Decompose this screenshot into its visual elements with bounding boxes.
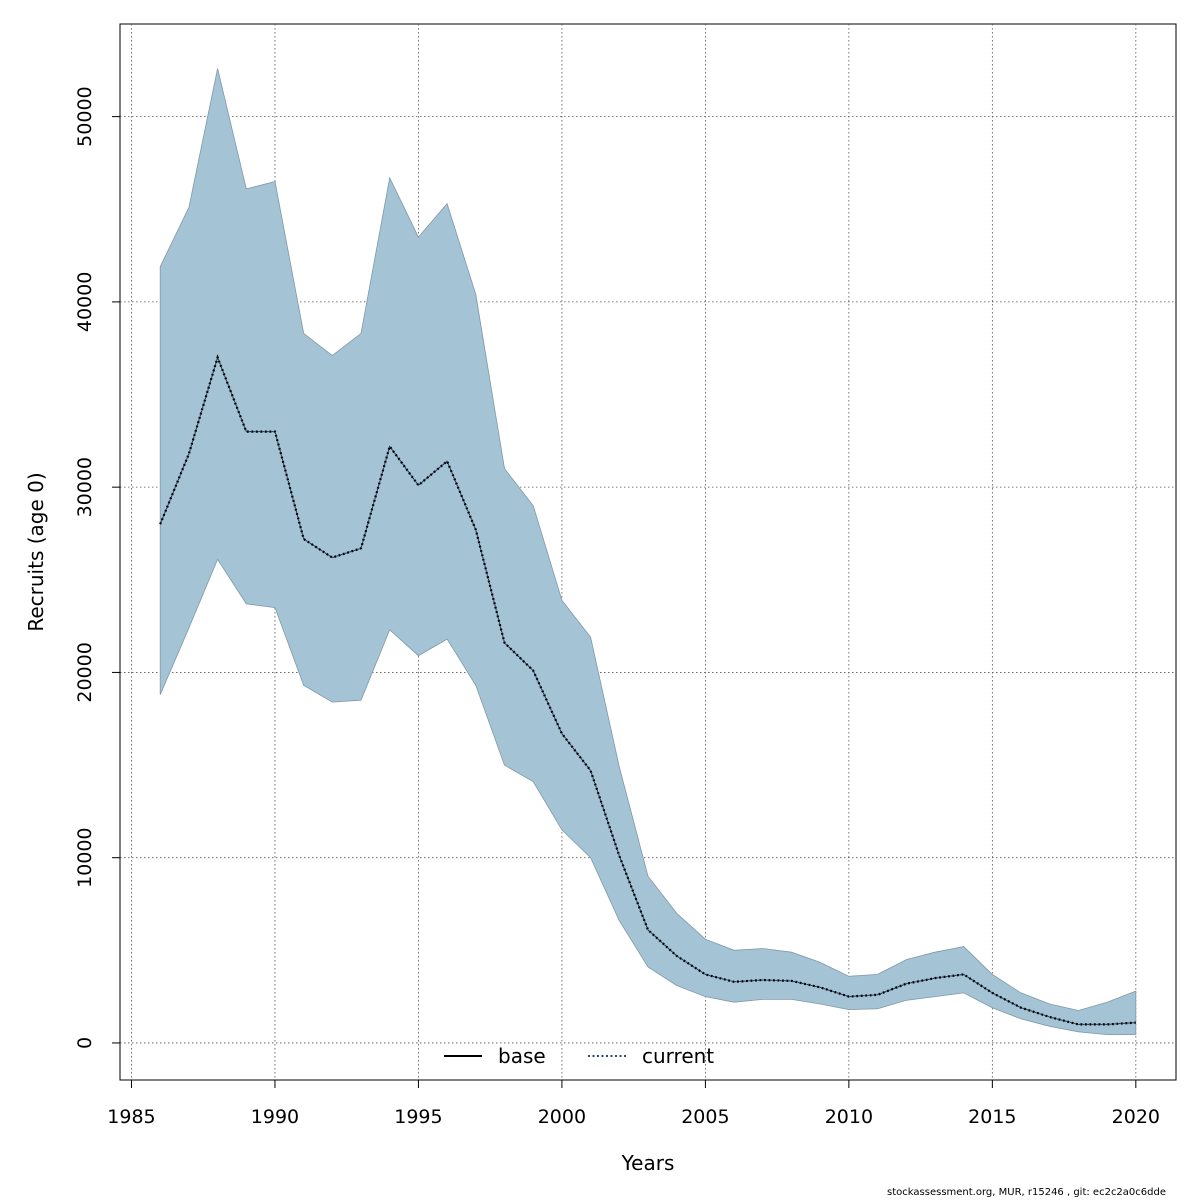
series-line-current: [159, 354, 1136, 1026]
x-tick-label: 1985: [107, 1106, 155, 1128]
y-axis-title: Recruits (age 0): [24, 472, 48, 631]
legend-label-base: base: [498, 1044, 546, 1068]
footer-credit: stockassessment.org, MUR, r15246 , git: …: [887, 1187, 1166, 1198]
y-tick-label: 20000: [74, 642, 96, 702]
x-tick-label: 2000: [538, 1106, 586, 1128]
y-tick-label: 10000: [74, 827, 96, 887]
confidence-band: [159, 68, 1137, 1035]
series-lines: [159, 354, 1136, 1026]
x-axis-title: Years: [621, 1151, 675, 1175]
axes: 1985 1990 1995 2000 2005 2010 2015 2020 0 10000 20…: [74, 86, 1160, 1128]
x-tick-label: 2010: [825, 1106, 873, 1128]
confidence-band-area: [159, 68, 1137, 1035]
x-tick-label: 1990: [251, 1106, 299, 1128]
y-tick-label: 50000: [74, 86, 96, 146]
legend-label-current: current: [642, 1044, 714, 1068]
x-tick-label: 2005: [681, 1106, 729, 1128]
x-tick-label: 2015: [968, 1106, 1016, 1128]
y-tick-label: 0: [74, 1037, 96, 1049]
y-tick-label: 30000: [74, 457, 96, 517]
legend: base current: [444, 1044, 714, 1068]
x-tick-label: 1995: [394, 1106, 442, 1128]
y-tick-label: 40000: [74, 272, 96, 332]
x-tick-label: 2020: [1112, 1106, 1160, 1128]
series-line-current-accent: [159, 355, 1136, 1025]
